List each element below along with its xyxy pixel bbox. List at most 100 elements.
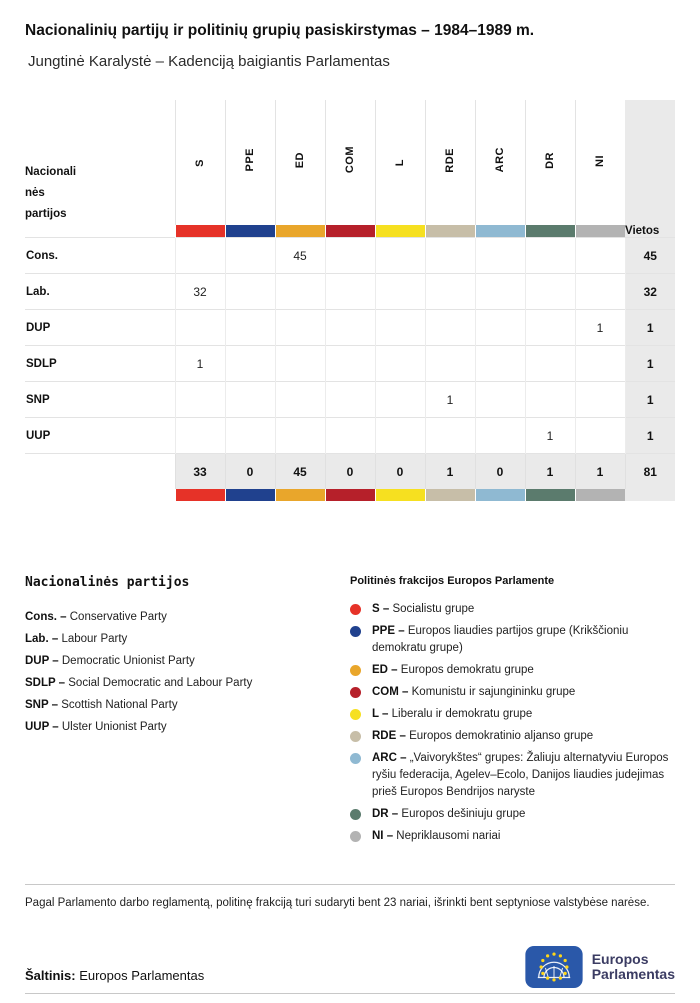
seats-cell: 45 [624, 237, 675, 274]
legend-item: ED – Europos demokratu grupe [350, 662, 675, 679]
total-cell: 1 [524, 453, 575, 489]
row-group-header: Nacionali nės partijos [25, 166, 77, 220]
party-label: SDLP [25, 345, 175, 382]
arc-group-dot [350, 753, 361, 764]
col-header-rde: RDE [424, 100, 475, 225]
cell [474, 417, 525, 454]
legend-item: SDLP – Social Democratic and Labour Part… [25, 677, 253, 689]
seats-cell: 1 [624, 417, 675, 454]
cell [224, 273, 275, 310]
spacer-cell [25, 489, 175, 501]
bottom-rule [25, 993, 675, 994]
seats-cell: 1 [624, 345, 675, 382]
cell [424, 417, 475, 454]
cell: 32 [174, 273, 225, 310]
color-bar-ni [574, 225, 625, 238]
header-color-bars [25, 225, 675, 238]
legend-item: SNP – Scottish National Party [25, 699, 178, 711]
legend-item: ARC – „Vaivorykštes“ grupes: Žaliuju alt… [350, 750, 675, 801]
cell [174, 381, 225, 418]
col-header-arc: ARC [474, 100, 525, 225]
cell [174, 417, 225, 454]
table-row: UUP 1 1 [25, 417, 675, 454]
cell [474, 309, 525, 346]
cell: 1 [524, 417, 575, 454]
total-cell: 45 [274, 453, 325, 489]
footnote-text: Pagal Parlamento darbo reglamentą, polit… [25, 897, 650, 909]
color-bar-l [374, 489, 425, 501]
legends: Nacionalinės partijos Cons. – Conservati… [25, 575, 675, 850]
cell [574, 273, 625, 310]
cell [574, 417, 625, 454]
ep-logo: Europos Parlamentas [525, 946, 675, 988]
cell [374, 345, 425, 382]
cell [274, 345, 325, 382]
cell [474, 273, 525, 310]
cell [324, 273, 375, 310]
col-header-ed: ED [274, 100, 325, 225]
totals-row: 33 0 45 0 0 1 0 1 1 81 [25, 453, 675, 489]
legend-item: S – Socialistu grupe [350, 601, 675, 618]
distribution-table: Nacionali nės partijos S PPE ED COM L RD… [25, 100, 675, 501]
seats-cell: 32 [624, 273, 675, 310]
party-label: Cons. [25, 237, 175, 274]
cell: 1 [574, 309, 625, 346]
cell: 1 [424, 381, 475, 418]
total-cell: 0 [474, 453, 525, 489]
cell [374, 273, 425, 310]
color-bar-dr [524, 489, 575, 501]
ep-logo-text: Europos Parlamentas [591, 951, 675, 982]
cell [324, 381, 375, 418]
cell [424, 309, 475, 346]
cell [524, 309, 575, 346]
ni-group-dot [350, 831, 361, 842]
s-group-dot [350, 604, 361, 615]
col-header-com: COM [324, 100, 375, 225]
legend-item: COM – Komunistu ir sajungininku grupe [350, 684, 675, 701]
legend-item: DUP – Democratic Unionist Party [25, 655, 195, 667]
color-bar-com [324, 225, 375, 238]
source-text: Šaltinis: Europos Parlamentas [25, 968, 204, 988]
dr-group-dot [350, 809, 361, 820]
page-subtitle: Jungtinė Karalystė – Kadenciją baigianti… [28, 53, 390, 70]
ppe-group-dot [350, 626, 361, 637]
ep-logo-mark [525, 946, 583, 988]
source-value: Europos Parlamentas [79, 968, 205, 983]
totals-empty-cell [25, 453, 175, 489]
national-parties-legend-title: Nacionalinės partijos [25, 575, 190, 590]
color-bar-rde [424, 225, 475, 238]
footer-color-bars [25, 489, 675, 501]
seats-cell: 1 [624, 381, 675, 418]
legend-item: NI – Nepriklausomi nariai [350, 828, 675, 845]
cell: 45 [274, 237, 325, 274]
com-group-dot [350, 687, 361, 698]
cell [374, 417, 425, 454]
l-group-dot [350, 709, 361, 720]
color-bar-com [324, 489, 375, 501]
cell [224, 381, 275, 418]
party-label: DUP [25, 309, 175, 346]
table-header-row: Nacionali nės partijos S PPE ED COM L RD… [25, 100, 675, 238]
legend-item: L – Liberalu ir demokratu grupe [350, 706, 675, 723]
color-bar-ppe [224, 225, 275, 238]
color-bar-s [174, 489, 225, 501]
total-cell: 1 [424, 453, 475, 489]
cell [524, 345, 575, 382]
col-header-ni: NI [574, 100, 625, 225]
cell [224, 345, 275, 382]
color-bar-ed [274, 225, 325, 238]
total-seats-cell: 81 [624, 453, 675, 489]
total-cell: 0 [324, 453, 375, 489]
total-cell: 1 [574, 453, 625, 489]
party-label: SNP [25, 381, 175, 418]
cell [374, 309, 425, 346]
cell [324, 237, 375, 274]
footnote: Pagal Parlamento darbo reglamentą, polit… [25, 884, 675, 912]
color-bar-ni [574, 489, 625, 501]
legend-item: DR – Europos dešiniuju grupe [350, 806, 675, 823]
cell [424, 273, 475, 310]
legend-item: Lab. – Labour Party [25, 633, 128, 645]
col-header-seats: Vietos [625, 100, 675, 238]
cell [574, 345, 625, 382]
table-row: Lab. 32 32 [25, 273, 675, 310]
